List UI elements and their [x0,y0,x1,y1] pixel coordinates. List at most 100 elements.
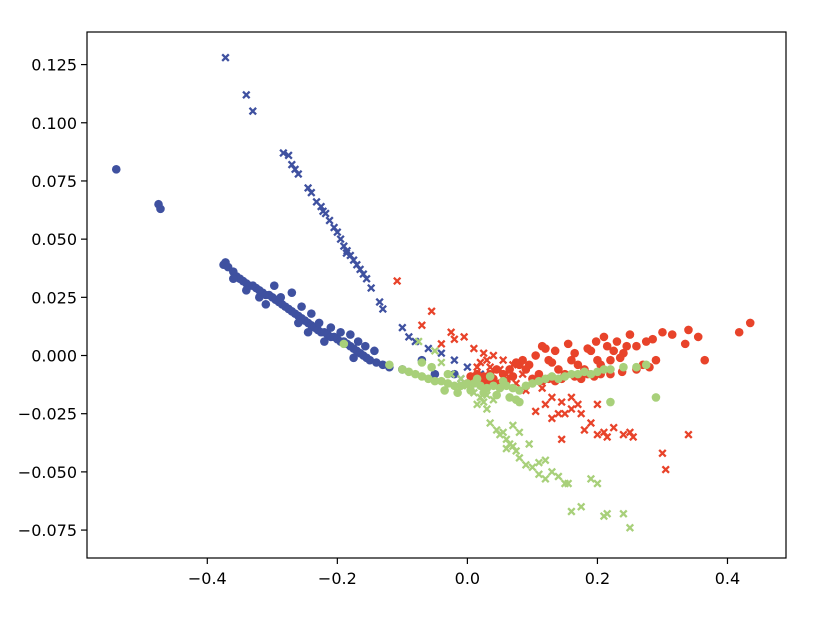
data-point [580,425,589,435]
data-point [518,355,527,365]
data-point [437,349,446,358]
data-point [567,355,576,365]
data-point [541,374,550,384]
data-point [586,474,596,483]
data-point [353,337,363,346]
data-point [534,470,544,479]
data-point [609,423,618,432]
data-points [111,53,755,532]
data-point [437,358,446,367]
data-point [466,372,475,381]
data-point [336,327,345,337]
data-point [606,355,615,365]
data-point [541,456,550,465]
data-point [463,363,472,372]
y-tick-label: 0.100 [31,114,77,133]
data-point [541,400,550,409]
data-point [684,325,693,335]
data-point [453,388,462,398]
data-point [544,355,553,365]
data-point [489,381,498,391]
data-point [229,274,238,284]
data-point [482,356,492,365]
data-point [437,339,446,348]
data-point [294,169,303,179]
data-point [287,288,297,297]
data-point [450,356,459,365]
y-tick-label: 0.000 [31,347,77,366]
data-point [495,365,505,374]
data-point [261,300,271,309]
data-point [360,341,370,351]
data-point [404,367,414,377]
data-point [651,355,661,365]
data-point [362,274,371,283]
data-point [269,281,279,290]
data-point [325,216,334,225]
data-point [393,276,402,286]
y-tick-label: 0.125 [31,56,77,75]
data-point [385,360,394,370]
data-point [443,379,453,388]
data-point [463,379,472,388]
data-point [515,428,524,437]
data-point [573,360,583,370]
data-point [547,414,557,423]
data-point [498,376,508,386]
data-point [499,428,508,437]
data-point [508,383,518,393]
data-point [599,332,609,342]
data-point [398,365,407,374]
data-point [521,460,531,470]
data-point [326,323,336,332]
data-point [248,107,257,116]
data-point [625,523,635,532]
data-point [476,381,485,391]
data-point [417,321,426,330]
data-point [632,362,641,372]
data-point [573,369,583,379]
data-point [502,370,511,379]
data-point [398,323,407,332]
data-point [463,381,472,390]
data-point [567,507,576,516]
data-point [648,334,658,344]
data-point [499,356,508,365]
data-point [375,297,384,307]
data-point [538,383,547,393]
data-point [632,341,641,351]
data-point [593,430,602,439]
data-point [658,327,667,337]
y-tick-label: −0.025 [18,405,77,424]
data-point [557,397,566,407]
data-point [619,430,628,439]
x-tick-label: 0.0 [455,569,480,588]
data-point [221,53,230,62]
series-3 [393,276,693,474]
data-point [495,383,505,393]
data-point [482,390,492,400]
data-point [460,332,469,342]
data-point [479,397,488,407]
data-point [615,353,625,363]
data-point [515,453,524,463]
data-point [531,351,540,360]
x-tick-label: −0.2 [318,569,357,588]
data-point [502,444,511,453]
data-point [508,421,518,430]
data-point [279,148,288,158]
data-point [333,228,342,237]
data-point [417,358,427,367]
data-point [486,363,495,372]
data-point [606,397,615,407]
data-point [541,474,550,483]
data-point [547,467,557,476]
data-point [573,400,583,409]
data-point [505,393,514,402]
data-point [521,381,531,391]
data-point [469,388,479,397]
data-point [563,339,573,349]
data-point [489,395,498,404]
data-point [528,379,537,388]
data-point [680,339,690,349]
